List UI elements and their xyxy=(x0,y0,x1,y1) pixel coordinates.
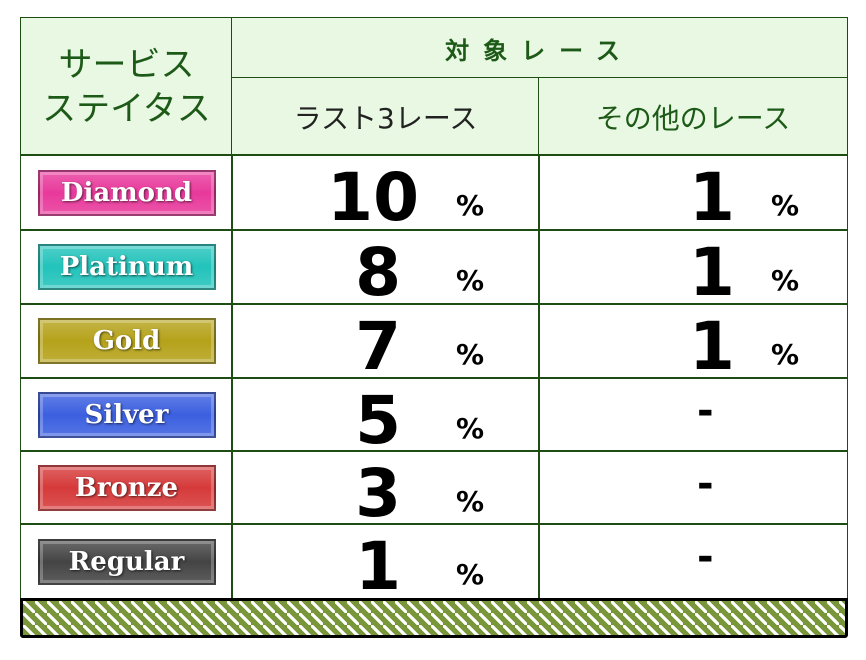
status-cell: Gold xyxy=(20,303,233,379)
status-header: サービス ステイタス xyxy=(20,17,233,156)
last3-cell: 1 % xyxy=(231,523,540,605)
last3-unit: % xyxy=(456,264,485,297)
status-badge: Bronze xyxy=(37,464,216,511)
status-cell: Bronze xyxy=(20,450,233,525)
other-cell: 1 % xyxy=(538,154,848,236)
other-value: 1 xyxy=(689,234,735,311)
last3-value: 3 xyxy=(355,455,401,532)
last3-cell: 3 % xyxy=(231,450,540,532)
other-value: - xyxy=(697,461,714,507)
status-header-line1: サービス xyxy=(58,44,195,85)
other-value: - xyxy=(697,534,714,580)
last3-value: 5 xyxy=(355,382,401,459)
last3-cell: 5 % xyxy=(231,377,540,459)
group-header: 対象レース xyxy=(231,17,848,79)
status-cell: Platinum xyxy=(20,229,233,305)
status-cell: Silver xyxy=(20,377,233,452)
status-badge: Diamond xyxy=(37,169,216,216)
checkered-footer xyxy=(20,598,848,638)
other-cell: - xyxy=(538,450,848,525)
status-badge: Platinum xyxy=(37,244,216,290)
last3-unit: % xyxy=(456,189,485,222)
last3-value: 1 xyxy=(355,528,401,605)
status-header-line2: ステイタス xyxy=(42,88,211,129)
last3-value: 7 xyxy=(355,308,401,385)
last3-unit: % xyxy=(456,412,485,445)
last3-unit: % xyxy=(456,485,485,518)
status-badge: Silver xyxy=(37,391,216,438)
last3-cell: 8 % xyxy=(231,229,540,311)
other-unit: % xyxy=(771,189,800,222)
last3-unit: % xyxy=(456,338,485,371)
rate-table: サービス ステイタス 対象レース ラスト3レース その他のレース Diamond … xyxy=(20,17,848,638)
other-value: 1 xyxy=(689,159,735,236)
status-cell: Diamond xyxy=(20,154,233,231)
last3-value: 8 xyxy=(355,234,401,311)
other-value: - xyxy=(697,388,714,434)
col-header-other: その他のレース xyxy=(538,77,848,156)
last3-cell: 7 % xyxy=(231,303,540,385)
other-cell: - xyxy=(538,377,848,452)
col-header-last3: ラスト3レース xyxy=(231,77,540,156)
last3-value: 10 xyxy=(327,159,419,236)
status-cell: Regular xyxy=(20,523,233,600)
other-cell: 1 % xyxy=(538,229,848,311)
status-badge: Gold xyxy=(37,318,216,364)
last3-cell: 10 % xyxy=(231,154,540,236)
group-header-title: 対象レース xyxy=(445,36,634,65)
other-unit: % xyxy=(771,264,800,297)
other-cell: 1 % xyxy=(538,303,848,385)
other-unit: % xyxy=(771,338,800,371)
status-badge: Regular xyxy=(37,538,216,585)
other-value: 1 xyxy=(689,308,735,385)
last3-unit: % xyxy=(456,558,485,591)
other-cell: - xyxy=(538,523,848,600)
